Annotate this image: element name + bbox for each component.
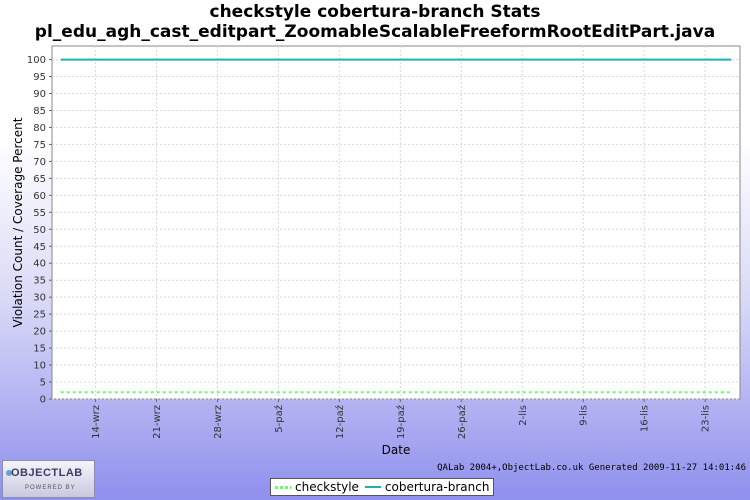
y-tick-label: 10: [33, 361, 46, 372]
x-axis: 14-wrz 21-wrz 28-wrz 5-paź 12-paź 19-paź 26-pa…: [91, 399, 712, 439]
y-tick-label: 90: [33, 89, 46, 100]
x-tick-label: 21-wrz: [152, 405, 163, 439]
chart-subtitle: pl_edu_agh_cast_editpart_ZoomableScalabl…: [34, 22, 716, 42]
series-lines: [60, 58, 732, 394]
y-tick-label: 20: [33, 327, 46, 338]
y-axis: 0 5 10 15 20 25 30 35 40 45 50 55 60 65 70 75 80 85 90 95 10…: [27, 55, 52, 406]
y-axis-label: Violation Count / Coverage Percent: [11, 117, 25, 327]
x-tick-label: 28-wrz: [213, 405, 224, 439]
plot-area: [51, 45, 741, 400]
x-tick-label: 16-lis: [640, 405, 651, 432]
x-tick-label: 19-paź: [395, 405, 407, 439]
y-tick-label: 70: [33, 157, 46, 168]
legend-label-checkstyle: checkstyle: [295, 480, 359, 494]
legend-label-cobertura-branch: cobertura-branch: [384, 480, 490, 494]
x-tick-label: 5-paź: [273, 405, 285, 433]
logo-wordmark: OBJECTLAB: [11, 467, 83, 479]
y-tick-label: 75: [33, 140, 46, 151]
y-tick-label: 100: [27, 55, 46, 66]
legend-swatch-cobertura-branch: [364, 486, 381, 488]
y-tick-label: 65: [33, 174, 46, 185]
objectlab-logo[interactable]: OBJECTLAB POWERED BY: [2, 460, 95, 498]
y-tick-label: 35: [33, 276, 46, 287]
y-tick-label: 30: [33, 293, 46, 304]
y-tick-label: 0: [40, 395, 46, 406]
y-tick-label: 5: [40, 378, 46, 389]
y-tick-label: 95: [33, 72, 46, 83]
y-tick-label: 45: [33, 242, 46, 253]
x-tick-label: 14-wrz: [91, 405, 102, 439]
y-tick-label: 55: [33, 208, 46, 219]
x-tick-label: 26-paź: [456, 405, 468, 439]
y-tick-label: 40: [33, 259, 46, 270]
logo-tagline: POWERED BY: [25, 485, 76, 491]
y-tick-label: 80: [33, 123, 46, 134]
legend-swatch-checkstyle: [275, 485, 291, 489]
line-chart: 0 5 10 15 20 25 30 35 40 45 50 55 60 65 70 75 80 85 90 95 10…: [11, 45, 741, 457]
legend-item-cobertura-branch: cobertura-branch: [364, 480, 490, 494]
y-tick-label: 60: [33, 191, 46, 202]
y-tick-label: 85: [33, 106, 46, 117]
logo-dot-icon: [6, 470, 12, 476]
x-tick-label: 12-paź: [334, 405, 346, 439]
y-tick-label: 50: [33, 225, 46, 236]
x-axis-label: Date: [382, 443, 411, 457]
x-tick-label: 23-lis: [701, 405, 712, 432]
x-tick-label: 2-lis: [518, 405, 529, 426]
y-tick-label: 15: [33, 344, 46, 355]
y-tick-label: 25: [33, 310, 46, 321]
generated-note: QALab 2004+,ObjectLab.co.uk Generated 20…: [437, 463, 746, 473]
chart-legend: checkstyle cobertura-branch: [270, 478, 495, 496]
grid-lines: [52, 46, 740, 400]
x-tick-label: 9-lis: [579, 405, 590, 426]
legend-item-checkstyle: checkstyle: [275, 480, 359, 494]
chart-title: checkstyle cobertura-branch Stats: [209, 2, 541, 22]
